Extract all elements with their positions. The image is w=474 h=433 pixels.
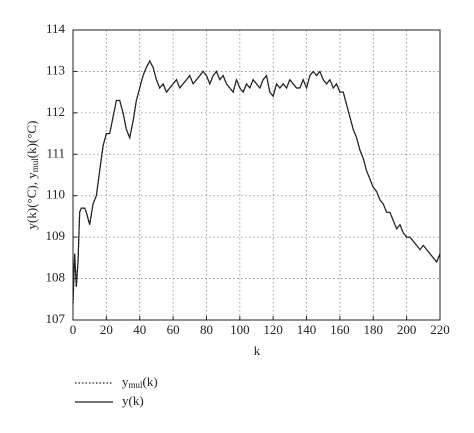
y-tick-label: 112 bbox=[46, 104, 65, 119]
y-tick-label: 110 bbox=[46, 187, 65, 202]
x-tick-label: 100 bbox=[230, 322, 250, 337]
plot-frame bbox=[72, 29, 441, 321]
legend-label-part: mul bbox=[129, 380, 144, 390]
y-axis-label: y(k)(°C), ymul(k)(°C) bbox=[24, 121, 40, 230]
x-tick-label: 140 bbox=[297, 322, 317, 337]
y-tick-label: 114 bbox=[46, 21, 66, 36]
y-tick-label: 109 bbox=[46, 228, 66, 243]
legend-label-part: (k) bbox=[143, 374, 158, 389]
y-tick-label: 111 bbox=[46, 145, 65, 160]
y-label-part: y(k)(°C), y bbox=[24, 172, 39, 230]
series-line bbox=[72, 59, 441, 304]
legend-label-part: y bbox=[122, 374, 129, 389]
x-tick-label: 120 bbox=[263, 322, 283, 337]
x-tick-label: 60 bbox=[167, 322, 180, 337]
x-tick-label: 200 bbox=[397, 322, 417, 337]
x-axis-label: k bbox=[254, 343, 261, 358]
legend-label-part: y bbox=[122, 393, 129, 408]
legend-label-part: (k) bbox=[129, 393, 144, 408]
y-tick-label: 108 bbox=[46, 270, 66, 285]
legend-label: y(k) bbox=[122, 393, 144, 408]
y-label-sub: mul bbox=[30, 158, 40, 173]
x-tick-label: 220 bbox=[430, 322, 450, 337]
y-tick-label: 107 bbox=[46, 311, 66, 326]
y-tick-label: 113 bbox=[46, 62, 65, 77]
y-label-part: (k)(°C) bbox=[24, 121, 39, 159]
series-line bbox=[72, 59, 441, 304]
x-tick-label: 0 bbox=[70, 322, 77, 337]
legend-label: ymul(k) bbox=[122, 374, 158, 390]
x-tick-label: 160 bbox=[330, 322, 350, 337]
x-tick-label: 180 bbox=[364, 322, 384, 337]
x-tick-label: 80 bbox=[200, 322, 213, 337]
x-tick-label: 40 bbox=[133, 322, 146, 337]
x-tick-label: 20 bbox=[100, 322, 113, 337]
